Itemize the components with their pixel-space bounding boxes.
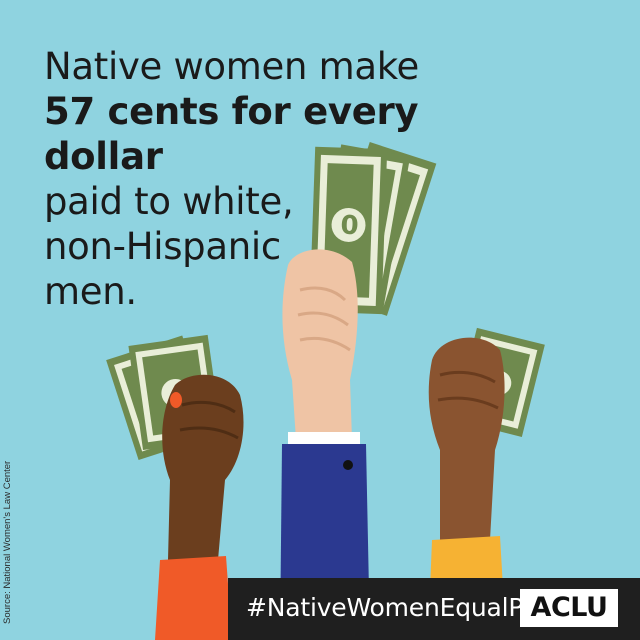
hashtag-text[interactable]: #NativeWomenEqualPay (246, 593, 552, 622)
aclu-logo: ACLU (520, 589, 618, 627)
headline-bold-line: 57 cents for every dollar (44, 90, 419, 178)
svg-text:0: 0 (340, 211, 359, 242)
left-hand (155, 374, 244, 640)
headline-line-4: non-Hispanic (44, 225, 281, 268)
headline-line-5: men. (44, 270, 137, 313)
headline: Native women make 57 cents for every dol… (44, 44, 524, 314)
headline-line-3: paid to white, (44, 180, 294, 223)
headline-line-1: Native women make (44, 45, 419, 88)
source-credit: Source: National Women's Law Center (2, 460, 13, 624)
